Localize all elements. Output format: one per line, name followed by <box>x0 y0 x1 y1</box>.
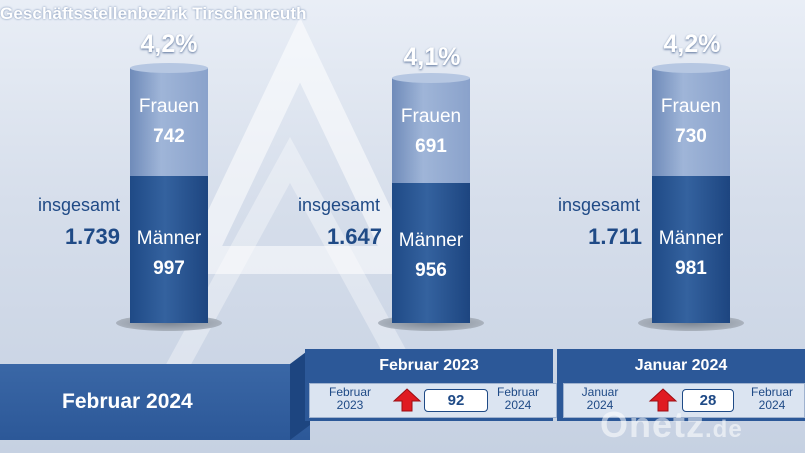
comparison-title: Januar 2024 <box>634 357 728 374</box>
to-period: Februar 2024 <box>486 386 550 412</box>
men-segment <box>392 183 470 323</box>
from-period: Februar 2023 <box>318 386 382 412</box>
women-value: 691 <box>415 136 447 157</box>
to-year: 2024 <box>758 398 786 412</box>
women-value: 742 <box>153 126 185 147</box>
men-label: Männer <box>398 230 464 251</box>
to-month: Februar <box>750 385 794 399</box>
rate-label: 4,2% <box>663 30 721 58</box>
total-label: insgesamt <box>37 195 120 215</box>
women-value: 730 <box>675 126 707 147</box>
total-label: insgesamt <box>297 195 380 215</box>
watermark: Onetz.de <box>600 404 743 446</box>
men-segment <box>130 176 208 323</box>
men-segment <box>652 176 730 323</box>
women-label: Frauen <box>138 96 200 117</box>
from-year: 2024 <box>586 398 614 412</box>
stacked-column: Frauen 730 Männer 981 <box>638 63 744 331</box>
total-label: insgesamt <box>557 195 640 215</box>
column-cap <box>130 63 208 73</box>
total-value: 1.711 <box>588 224 642 249</box>
from-year: 2023 <box>336 398 364 412</box>
comparison-row: Februar 2023 92 Februar 2024 <box>309 383 557 418</box>
column-cap <box>652 63 730 73</box>
men-label: Männer <box>136 228 202 249</box>
watermark-suffix: .de <box>705 416 743 443</box>
women-label: Frauen <box>660 96 722 117</box>
from-month: Februar <box>328 385 372 399</box>
men-value: 981 <box>675 258 707 279</box>
stacked-column: Frauen 742 Männer 997 <box>116 63 222 331</box>
period-label: Februar 2024 <box>62 390 193 413</box>
watermark-main: Onetz <box>600 404 706 445</box>
to-month: Februar <box>496 385 540 399</box>
women-label: Frauen <box>400 106 462 127</box>
total-value: 1.647 <box>326 224 382 249</box>
column-cap <box>392 73 470 83</box>
men-label: Männer <box>658 228 724 249</box>
arrow-up-icon <box>648 388 678 412</box>
stacked-column: Frauen 691 Männer 956 <box>378 73 484 331</box>
men-value: 956 <box>415 260 447 281</box>
to-year: 2024 <box>504 398 532 412</box>
period-band <box>0 364 310 440</box>
rate-label: 4,1% <box>403 43 461 71</box>
women-segment <box>392 78 470 183</box>
region-title: Geschäftsstellenbezirk Tirschenreuth <box>0 4 307 23</box>
rate-label: 4,2% <box>140 30 198 58</box>
comparison-row: Januar 2024 28 Februar 2024 <box>563 383 805 418</box>
change-value: 92 <box>424 389 488 412</box>
total-value: 1.739 <box>64 224 120 249</box>
from-month: Januar <box>581 385 619 399</box>
from-period: Januar 2024 <box>568 386 632 412</box>
women-segment <box>652 68 730 176</box>
comparison-title: Februar 2023 <box>379 357 479 374</box>
arrow-up-icon <box>392 388 422 412</box>
to-period: Februar 2024 <box>740 386 804 412</box>
women-segment <box>130 68 208 176</box>
men-value: 997 <box>153 258 185 279</box>
change-value: 28 <box>682 389 734 412</box>
